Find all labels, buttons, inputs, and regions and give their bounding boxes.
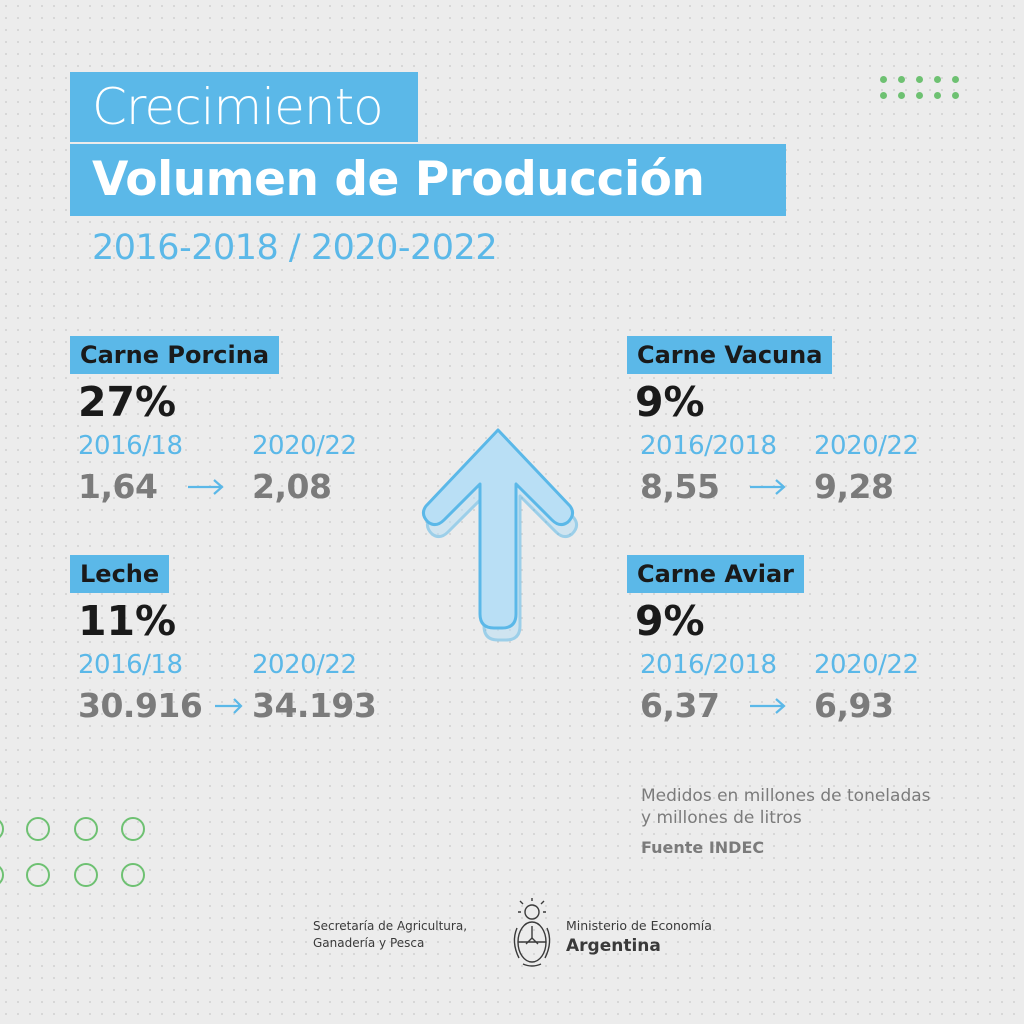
value-from: 6,37 — [640, 686, 720, 725]
footer-ministerio: Ministerio de Economía — [566, 918, 712, 933]
period-subtitle: 2016-2018 / 2020-2022 — [92, 228, 498, 268]
item-carne-aviar: Carne Aviar 9% 2016/2018 2020/22 6,37 6,… — [627, 555, 947, 730]
arrow-right-icon — [750, 698, 786, 714]
year-from: 2016/18 — [78, 650, 183, 680]
value-to: 9,28 — [814, 467, 894, 506]
item-percent: 11% — [78, 597, 177, 645]
footer-secretaria: Secretaría de Agricultura, Ganadería y P… — [313, 918, 467, 952]
item-label: Carne Vacuna — [627, 336, 833, 374]
units-note-line-2: y millones de litros — [641, 808, 802, 828]
arrow-right-icon — [750, 479, 786, 495]
arrow-up-icon — [421, 428, 579, 642]
footer-secretaria-line-1: Secretaría de Agricultura, — [313, 919, 468, 933]
item-percent: 27% — [78, 378, 177, 426]
year-from: 2016/2018 — [640, 650, 777, 680]
value-to: 34.193 — [252, 686, 377, 725]
year-from: 2016/18 — [78, 431, 183, 461]
title-line-1: Crecimiento — [70, 72, 418, 142]
item-label: Leche — [70, 555, 170, 593]
value-to: 6,93 — [814, 686, 894, 725]
title-line-2: Volumen de Producción — [70, 144, 786, 216]
units-note-line-1: Medidos en millones de toneladas — [641, 786, 931, 806]
item-carne-porcina: Carne Porcina 27% 2016/18 2020/22 1,64 2… — [70, 336, 390, 511]
year-to: 2020/22 — [814, 431, 919, 461]
source-note: Fuente INDEC — [641, 838, 765, 857]
item-percent: 9% — [635, 597, 705, 645]
footer-argentina: Argentina — [566, 936, 661, 956]
value-from: 8,55 — [640, 467, 720, 506]
year-to: 2020/22 — [814, 650, 919, 680]
decorative-dots — [880, 76, 961, 99]
item-carne-vacuna: Carne Vacuna 9% 2016/2018 2020/22 8,55 9… — [627, 336, 947, 511]
units-note: Medidos en millones de toneladas y millo… — [641, 785, 931, 829]
item-percent: 9% — [635, 378, 705, 426]
year-to: 2020/22 — [252, 650, 357, 680]
year-to: 2020/22 — [252, 431, 357, 461]
value-from: 1,64 — [78, 467, 158, 506]
year-from: 2016/2018 — [640, 431, 777, 461]
value-from: 30.916 — [78, 686, 203, 725]
item-label: Carne Porcina — [70, 336, 280, 374]
value-to: 2,08 — [252, 467, 332, 506]
item-leche: Leche 11% 2016/18 2020/22 30.916 34.193 — [70, 555, 390, 730]
decorative-circles — [0, 817, 145, 887]
item-label: Carne Aviar — [627, 555, 804, 593]
arrow-right-icon — [215, 698, 243, 714]
coat-of-arms-icon — [513, 898, 551, 967]
footer-secretaria-line-2: Ganadería y Pesca — [313, 936, 425, 950]
arrow-right-icon — [188, 479, 224, 495]
